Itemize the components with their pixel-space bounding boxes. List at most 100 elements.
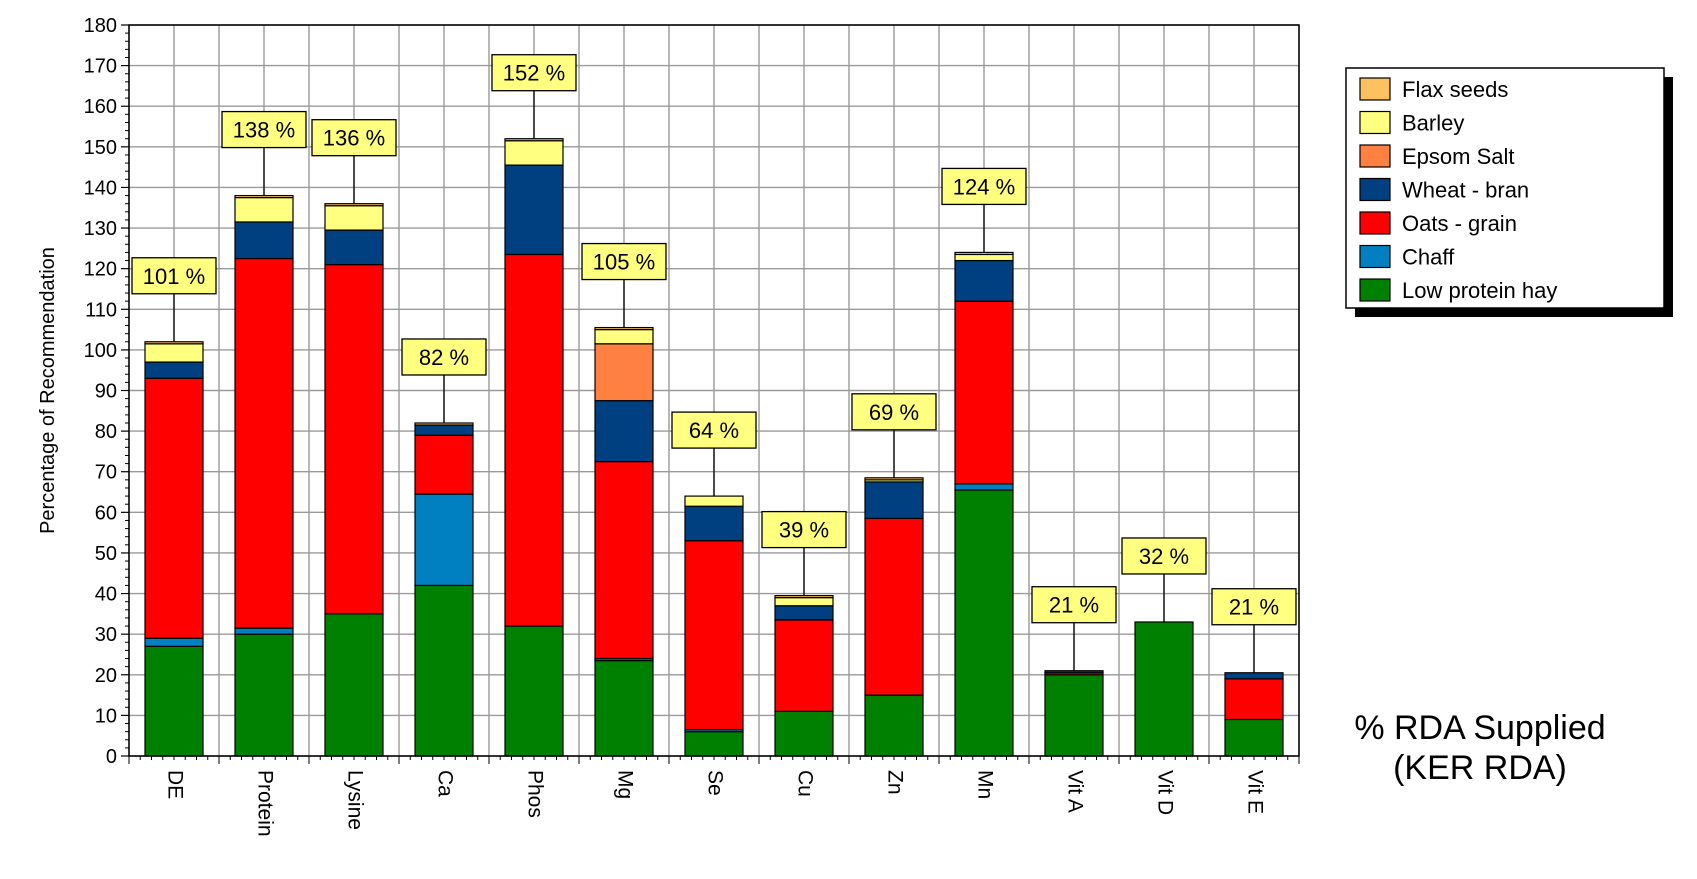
callout-label: 136 % [323, 126, 385, 151]
bar-segment [234, 627, 294, 635]
legend-swatch [1359, 144, 1391, 168]
bar-segment [864, 517, 924, 696]
callout-box [131, 257, 217, 295]
y-tick-label: 150 [84, 137, 117, 159]
bar-segment [594, 460, 654, 660]
y-tick-label: 140 [84, 177, 117, 199]
bar-segment [594, 400, 654, 463]
callout-label: 82 % [419, 345, 469, 370]
bar-segment [414, 434, 474, 495]
bar-segment [414, 493, 474, 587]
y-tick-label: 180 [84, 15, 117, 37]
bar-segment [594, 326, 654, 331]
bar-segment [774, 605, 834, 621]
y-tick-label: 170 [84, 56, 117, 78]
callout-label: 39 % [779, 518, 829, 543]
bar-segment [864, 481, 924, 520]
bar-segment [684, 495, 744, 507]
y-tick-label: 100 [84, 340, 117, 362]
bar-segment [504, 164, 564, 256]
caption-line-2: (KER RDA) [1393, 749, 1567, 787]
bar-segment [594, 659, 654, 757]
bar-segment [954, 489, 1014, 757]
x-tick-label: Vit E [1243, 770, 1266, 814]
x-tick-label: Ca [433, 770, 456, 797]
bar-segment [414, 584, 474, 757]
x-tick-label: Mn [973, 770, 996, 799]
bar-segment [324, 264, 384, 615]
bar-segment [1044, 670, 1104, 674]
bar-segment [234, 194, 294, 199]
bar-segment [594, 343, 654, 402]
bar-segment [234, 633, 294, 757]
callout-label: 152 % [503, 61, 565, 86]
legend-label: Wheat - bran [1402, 178, 1529, 203]
bar-segment [324, 205, 384, 231]
bar-segment [594, 328, 654, 345]
bar-segment [954, 483, 1014, 491]
legend-label: Flax seeds [1402, 77, 1508, 102]
legend-label: Oats - grain [1402, 211, 1517, 236]
bars-group [144, 138, 1284, 757]
legend: Flax seeds Barley Epsom Salt Wheat - bran Oa… [1345, 67, 1673, 317]
bar-segment [1134, 621, 1194, 757]
bar-segment [1224, 672, 1284, 680]
bar-segment [774, 710, 834, 757]
x-tick-label: Cu [793, 770, 816, 797]
callout-box [581, 242, 667, 281]
bar-segment [684, 505, 744, 542]
callout-box [671, 411, 757, 449]
callout-box [761, 510, 847, 549]
bar-segment [144, 377, 204, 639]
bar-segment [144, 637, 204, 647]
callout-box [851, 393, 937, 431]
bar-segment [954, 259, 1014, 302]
bar-segment [954, 300, 1014, 485]
bar-segment [324, 229, 384, 266]
y-tick-label: 50 [95, 543, 117, 565]
bar-segment [1224, 678, 1284, 721]
legend-swatch [1359, 278, 1391, 302]
y-tick-label: 20 [95, 665, 117, 687]
y-tick-label: 90 [95, 381, 117, 403]
x-tick-label: DE [163, 770, 186, 799]
legend-swatch [1359, 211, 1391, 235]
x-axis-labels: DE Protein Lysine Ca Phos Mg Se Cu Zn Mn Vit A Vit … [163, 770, 1266, 837]
total-callouts: 101 % 138 % 136 % 82 % 152 % 105 % 64 % 39 % 69 … [131, 54, 1297, 673]
x-tick-label: Phos [523, 770, 546, 818]
callout-box [401, 338, 487, 376]
bar-segment [774, 594, 834, 599]
callout-label: 21 % [1229, 595, 1279, 620]
bar-segment [324, 203, 384, 207]
y-tick-label: 0 [106, 746, 117, 768]
y-tick-label: 110 [85, 299, 117, 321]
x-tick-label: Protein [253, 770, 276, 837]
bar-segment [864, 694, 924, 757]
y-tick-label: 80 [95, 421, 117, 443]
legend-swatch [1359, 177, 1391, 202]
callout-label: 64 % [689, 418, 739, 443]
bar-segment [234, 196, 294, 223]
bar-segment [504, 138, 564, 142]
legend-swatch [1359, 244, 1391, 269]
bar-segment [684, 731, 744, 757]
x-tick-label: Mg [613, 770, 636, 799]
callout-box [941, 167, 1027, 206]
y-axis-ticks: 0 10 20 30 40 50 60 70 80 90 100 110 120 130 140 150 160… [84, 15, 129, 768]
legend-label: Barley [1402, 111, 1464, 136]
callout-box [311, 119, 397, 157]
bar-segment [954, 253, 1014, 262]
bar-segment [504, 625, 564, 757]
bar-segment [774, 597, 834, 607]
callout-label: 105 % [593, 250, 655, 275]
bar-segment [144, 341, 204, 345]
callout-box [1121, 537, 1207, 575]
callout-label: 69 % [869, 400, 919, 425]
y-tick-label: 10 [95, 705, 117, 727]
legend-swatch [1359, 110, 1391, 135]
bar-segment [1044, 674, 1104, 757]
bar-segment [234, 257, 294, 629]
bar-segment [144, 361, 204, 379]
callout-label: 101 % [143, 264, 205, 289]
